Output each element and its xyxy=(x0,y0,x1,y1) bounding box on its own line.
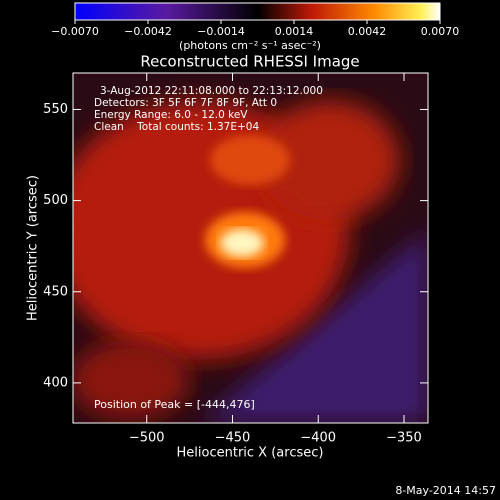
y-axis-label: Heliocentric Y (arcsec) xyxy=(26,175,41,321)
x-tick-label: −500 xyxy=(129,431,165,446)
heatmap xyxy=(73,73,428,423)
peak-note: Position of Peak = [-444,476] xyxy=(94,398,255,411)
annotation: Energy Range: 6.0 - 12.0 keV xyxy=(94,109,248,121)
x-tick-label: −450 xyxy=(215,431,251,446)
y-tick-label: 550 xyxy=(43,102,68,117)
x-axis-label: Heliocentric X (arcsec) xyxy=(177,446,324,461)
colorbar-tick-label: −0.0070 xyxy=(51,25,99,38)
chart-title: Reconstructed RHESSI Image xyxy=(140,53,359,71)
x-tick-label: −350 xyxy=(386,431,422,446)
colorbar-tick-label: 0.0042 xyxy=(348,25,387,38)
colorbar-label: (photons cm⁻² s⁻¹ asec⁻²) xyxy=(179,39,321,52)
y-tick-label: 400 xyxy=(43,375,68,390)
timestamp: 8-May-2014 14:57 xyxy=(395,484,496,497)
annotation: 3-Aug-2012 22:11:08.000 to 22:13:12.000 xyxy=(100,85,323,97)
plot-frame xyxy=(72,72,429,424)
colorbar-tick-label: 0.0014 xyxy=(275,25,314,38)
colorbar xyxy=(74,2,441,21)
colorbar-tick-label: 0.0070 xyxy=(421,25,460,38)
annotation: Clean Total counts: 1.37E+04 xyxy=(94,121,259,133)
y-tick-label: 450 xyxy=(43,284,68,299)
y-tick-label: 500 xyxy=(43,193,68,208)
colorbar-tick-label: −0.0042 xyxy=(124,25,172,38)
annotation: Detectors: 3F 5F 6F 7F 8F 9F, Att 0 xyxy=(94,97,277,109)
colorbar-tick-label: −0.0014 xyxy=(197,25,245,38)
x-tick-label: −400 xyxy=(300,431,336,446)
